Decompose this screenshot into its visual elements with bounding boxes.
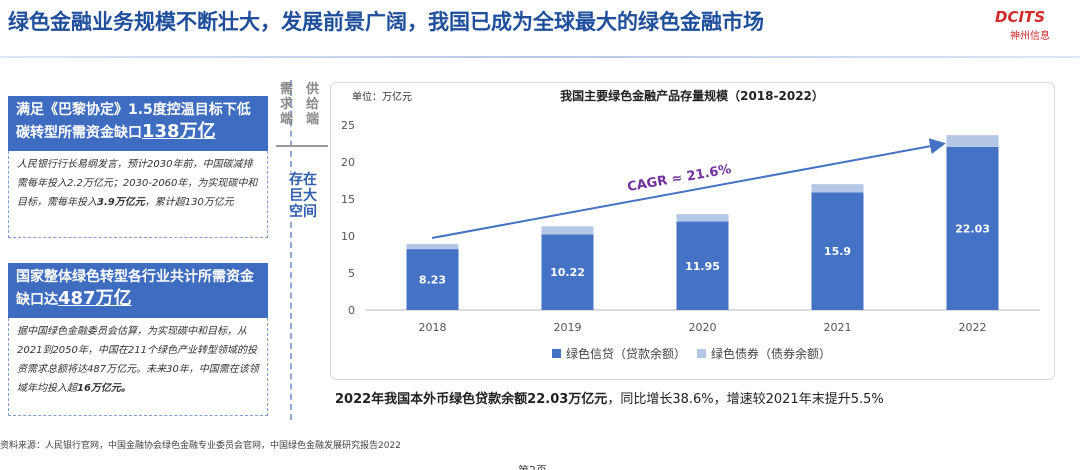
demand-label: 需求端	[280, 82, 294, 127]
bar-segment	[811, 184, 864, 193]
title-rule	[0, 56, 1080, 58]
x-tick-label: 2022	[959, 321, 987, 334]
double-arrow	[276, 145, 328, 147]
cagr-label: CAGR ≈ 21.6%	[626, 162, 732, 195]
x-tick-label: 2019	[554, 321, 582, 334]
bar-segment	[406, 243, 459, 250]
value-label: 22.03	[955, 222, 990, 235]
summary-text: ，同比增长38.6%，增速较2021年末提升5.5%	[607, 392, 884, 407]
body-bold: 3.9万亿元	[97, 197, 145, 208]
summary: 2022年我国本外币绿色贷款余额22.03万亿元，同比增长38.6%，增速较20…	[335, 388, 884, 407]
chart: 单位：万亿元 我国主要绿色金融产品存量规模（2018-2022） CAGR ≈ …	[341, 88, 1040, 361]
highlight: 138万亿	[142, 121, 216, 142]
x-tick-label: 2018	[419, 321, 447, 334]
slide-title: 绿色金融业务规模不断壮大，发展前景广阔，我国已成为全球最大的绿色金融市场	[8, 10, 764, 34]
x-tick-label: 2020	[689, 321, 717, 334]
bar-segment	[676, 221, 729, 310]
value-label: 8.23	[419, 274, 446, 287]
legend-swatch	[697, 349, 706, 358]
bar-segment	[676, 214, 729, 222]
summary-bold: 2022年我国本外币绿色贷款余额22.03万亿元	[335, 392, 608, 407]
value-label: 10.22	[550, 266, 585, 279]
logo-brand: DCITS	[995, 8, 1046, 26]
box1-body: 人民银行行长易纲发言，预计2030年前，中国碳减排需每年投入2.2万亿元；203…	[8, 151, 268, 238]
highlight: 487万亿	[58, 288, 132, 309]
box1-header: 满足《巴黎协定》1.5度控温目标下低碳转型所需资金缺口138万亿	[8, 96, 268, 151]
body-text: ，累计超130万亿元	[144, 197, 234, 208]
bar-segment	[406, 249, 459, 310]
value-label: 11.95	[685, 260, 720, 273]
legend-label: 绿色信贷（贷款余额）	[566, 346, 686, 361]
divider	[290, 80, 292, 420]
body-text: 据中国绿色金融委员会估算，为实现碳中和目标，从2021到2050年，中国在211…	[17, 326, 259, 394]
chart-title: 我国主要绿色金融产品存量规模（2018-2022）	[560, 88, 824, 103]
trend-arrow	[431, 138, 946, 239]
header-text: 国家整体绿色转型各行业共计所需资金缺口达	[16, 269, 254, 308]
y-tick-label: 5	[348, 267, 355, 280]
source: 资料来源：人民银行官网，中国金融协会绿色金融专业委员会官网，中国绿色金融发展研究…	[0, 441, 401, 451]
header-text: 满足《巴黎协定》1.5度控温目标下低碳转型所需资金缺口	[16, 102, 251, 141]
legend-label: 绿色债券（债券余额）	[711, 346, 831, 361]
unit-label: 单位：万亿元	[352, 90, 412, 103]
y-tick-label: 0	[348, 304, 355, 317]
logo-name: 神州信息	[1010, 31, 1050, 42]
y-tick-label: 10	[341, 230, 355, 243]
bar-segment	[946, 146, 999, 310]
body-bold: 16万亿元。	[77, 383, 131, 394]
value-label: 15.9	[824, 245, 851, 258]
bar-segment	[811, 192, 864, 310]
page-number: 第2页	[518, 462, 547, 470]
legend-swatch	[552, 349, 561, 358]
x-tick-label: 2021	[824, 321, 852, 334]
box2-body: 据中国绿色金融委员会估算，为实现碳中和目标，从2021到2050年，中国在211…	[8, 318, 268, 416]
box2-header: 国家整体绿色转型各行业共计所需资金缺口达487万亿	[8, 263, 268, 318]
supply-label: 供给端	[306, 82, 320, 127]
gap-label: 存在巨大空间	[289, 172, 317, 220]
bar-segment	[946, 135, 999, 147]
y-tick-label: 25	[341, 119, 355, 132]
bar-segment	[541, 226, 594, 235]
bar-segment	[541, 234, 594, 310]
y-tick-label: 20	[341, 156, 355, 169]
body-text: 人民银行行长易纲发言，预计2030年前，中国碳减排需每年投入2.2万亿元；203…	[17, 159, 258, 208]
y-tick-label: 15	[341, 193, 355, 206]
chart-frame	[330, 82, 1055, 380]
